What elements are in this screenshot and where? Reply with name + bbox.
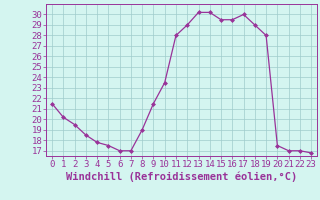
X-axis label: Windchill (Refroidissement éolien,°C): Windchill (Refroidissement éolien,°C) — [66, 172, 297, 182]
